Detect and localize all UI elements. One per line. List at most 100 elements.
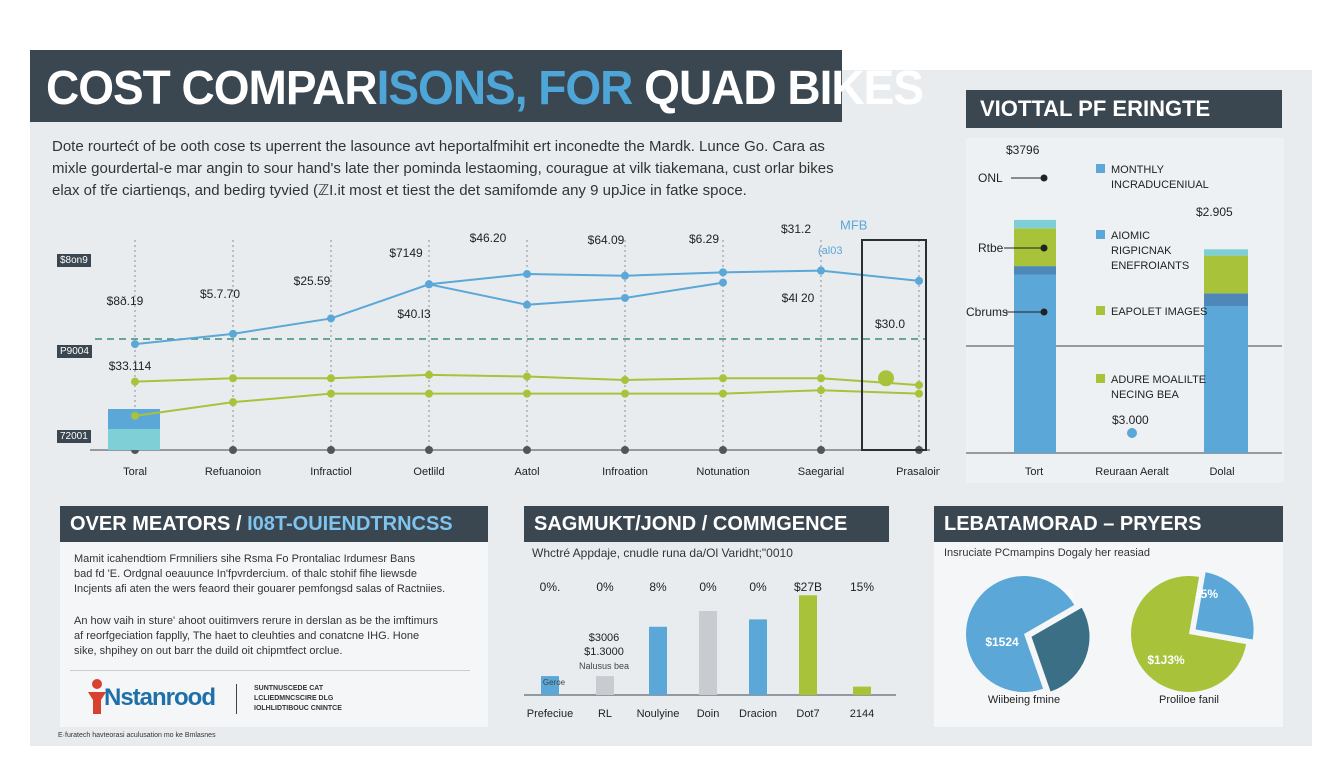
- x-tick-label: Aatol: [514, 466, 539, 478]
- legend-label: RIGPICNAK: [1111, 245, 1172, 257]
- data-label: $7149: [389, 246, 423, 260]
- row-dot: [1040, 174, 1048, 182]
- footnote: E·furatech havteorasi aculusation mo ke …: [58, 732, 216, 739]
- x-tick-label: Infroation: [602, 466, 648, 478]
- data-label: $6.29: [689, 232, 719, 246]
- bar: [596, 676, 614, 695]
- x-tick-label: Reuraan Aeralt: [1095, 466, 1168, 478]
- bar: [649, 626, 667, 695]
- annotation: $1.3000: [584, 646, 624, 658]
- stacked-bar-segment: [1204, 249, 1248, 256]
- top-label: $27B: [794, 580, 822, 594]
- data-label: $5.7.70: [200, 287, 240, 301]
- legend-label: ENEFROIANTS: [1111, 260, 1189, 272]
- pie-slice: [1131, 576, 1247, 692]
- axis-marker: [229, 446, 237, 454]
- data-label: $4l 20: [782, 291, 815, 305]
- legend-box-note: (al03: [818, 245, 842, 257]
- stacked-bar-segment: [1204, 306, 1248, 453]
- data-point: [915, 276, 923, 285]
- data-point: [523, 270, 531, 279]
- data-point: [621, 375, 629, 384]
- top-label: 15%: [850, 580, 874, 594]
- highlight-point: [878, 370, 894, 387]
- x-tick-label: Notunation: [696, 466, 749, 478]
- stacked-bar-segment: [1204, 293, 1248, 306]
- row-dot: [1040, 244, 1048, 252]
- stacked-bar-segment: [1014, 228, 1056, 267]
- x-tick-label: Refuanoion: [205, 466, 261, 478]
- data-label: $25.59: [294, 274, 331, 288]
- person-logo-icon: [88, 679, 106, 714]
- pie-label: Proliloe fanil: [1159, 694, 1219, 706]
- data-point: [229, 398, 237, 407]
- data-label: $8ð.19: [107, 294, 144, 308]
- data-point: [327, 374, 335, 383]
- data-point: [621, 293, 629, 302]
- right-top-title: VIOTTAL PF ERINGTE: [966, 90, 1282, 128]
- x-tick-label: Noulyine: [637, 708, 680, 720]
- paragraph: Mamit icahendtiom Frmniliers sihe Rsma F…: [74, 553, 446, 595]
- annotation: Nalusus bea: [579, 661, 629, 671]
- legend-swatch: [1096, 306, 1105, 315]
- series-line: [428, 281, 724, 306]
- data-point: [523, 389, 531, 398]
- bar: [799, 595, 817, 695]
- legend-label: AIOMIC: [1111, 230, 1150, 242]
- data-point: [425, 280, 433, 289]
- data-label: $30.0: [875, 317, 905, 331]
- data-point: [523, 300, 531, 309]
- logo-side-text: SUNTNUSCEDE CAT LCLIEDMNCSCIRE DLG IOLHLID…: [254, 685, 342, 712]
- bottom-left-title: OVER MEATORS / I08T-OUIENDTRNCSS: [60, 506, 488, 542]
- data-point: [719, 389, 727, 398]
- x-tick-label: Tort: [1025, 466, 1043, 478]
- pie-slice: [1031, 607, 1090, 692]
- axis-marker: [817, 446, 825, 454]
- pie-label: Wiibeing fmine: [988, 694, 1060, 706]
- bottom-mid-title: SAGMUKT/JOND / COMMGENCE: [524, 506, 889, 542]
- bottom-left-panel: [60, 542, 488, 727]
- data-point: [523, 372, 531, 381]
- top-label: 0%.: [540, 580, 561, 594]
- top-label: 8%: [649, 580, 667, 594]
- slice-label: $1524: [985, 635, 1019, 649]
- stacked-bar-chart: Tort Reuraan Aeralt Dolal ONL Rtbe Cbrums $379…: [966, 138, 1284, 483]
- data-point: [621, 271, 629, 280]
- legend-label: EAPOLET IMAGES: [1111, 306, 1207, 318]
- legend-label: NECING BEA: [1111, 389, 1180, 401]
- row-label: Rtbe: [978, 241, 1004, 255]
- legend-swatch: [1096, 230, 1105, 239]
- value-label: $3796: [1006, 143, 1040, 157]
- data-point: [131, 411, 139, 420]
- x-tick-label: Dot7: [796, 708, 819, 720]
- axis-marker: [523, 446, 531, 454]
- top-label: 0%: [749, 580, 767, 594]
- x-tick-label: 2144: [850, 708, 874, 720]
- data-point: [425, 370, 433, 379]
- data-label: $40.I3: [397, 307, 431, 321]
- row-label: ONL: [978, 171, 1003, 185]
- legend-box-title: MFB: [840, 220, 867, 233]
- annotation: $3006: [589, 632, 620, 644]
- legend-label: MONTHLY: [1111, 164, 1165, 176]
- x-tick-label: Saegarial: [798, 466, 844, 478]
- bar: [853, 686, 871, 695]
- data-point: [915, 381, 923, 390]
- data-point: [327, 314, 335, 323]
- intro-line: elax of tře ciartienqs, and bedirg tyvie…: [52, 182, 747, 199]
- bar: [541, 676, 559, 695]
- data-point: [327, 389, 335, 398]
- y-tick-label: P9004: [57, 345, 92, 358]
- pie-slice: [966, 576, 1075, 692]
- axis-marker: [719, 446, 727, 454]
- slice-label: $5%: [1194, 587, 1218, 601]
- x-tick-label: Oetlild: [413, 466, 444, 478]
- top-label: 0%: [699, 580, 717, 594]
- axis-marker: [425, 446, 433, 454]
- stacked-bar-segment: [1204, 255, 1248, 294]
- bottom-right-title: LEBATAMORAD – PRYERS: [934, 506, 1283, 542]
- x-tick-label: Dracion: [739, 708, 777, 720]
- data-point: [131, 377, 139, 386]
- bar-chart: 0%. Prefeciue 0% RL 8% Noulyine 0% Doin 0% Dracio…: [524, 580, 896, 720]
